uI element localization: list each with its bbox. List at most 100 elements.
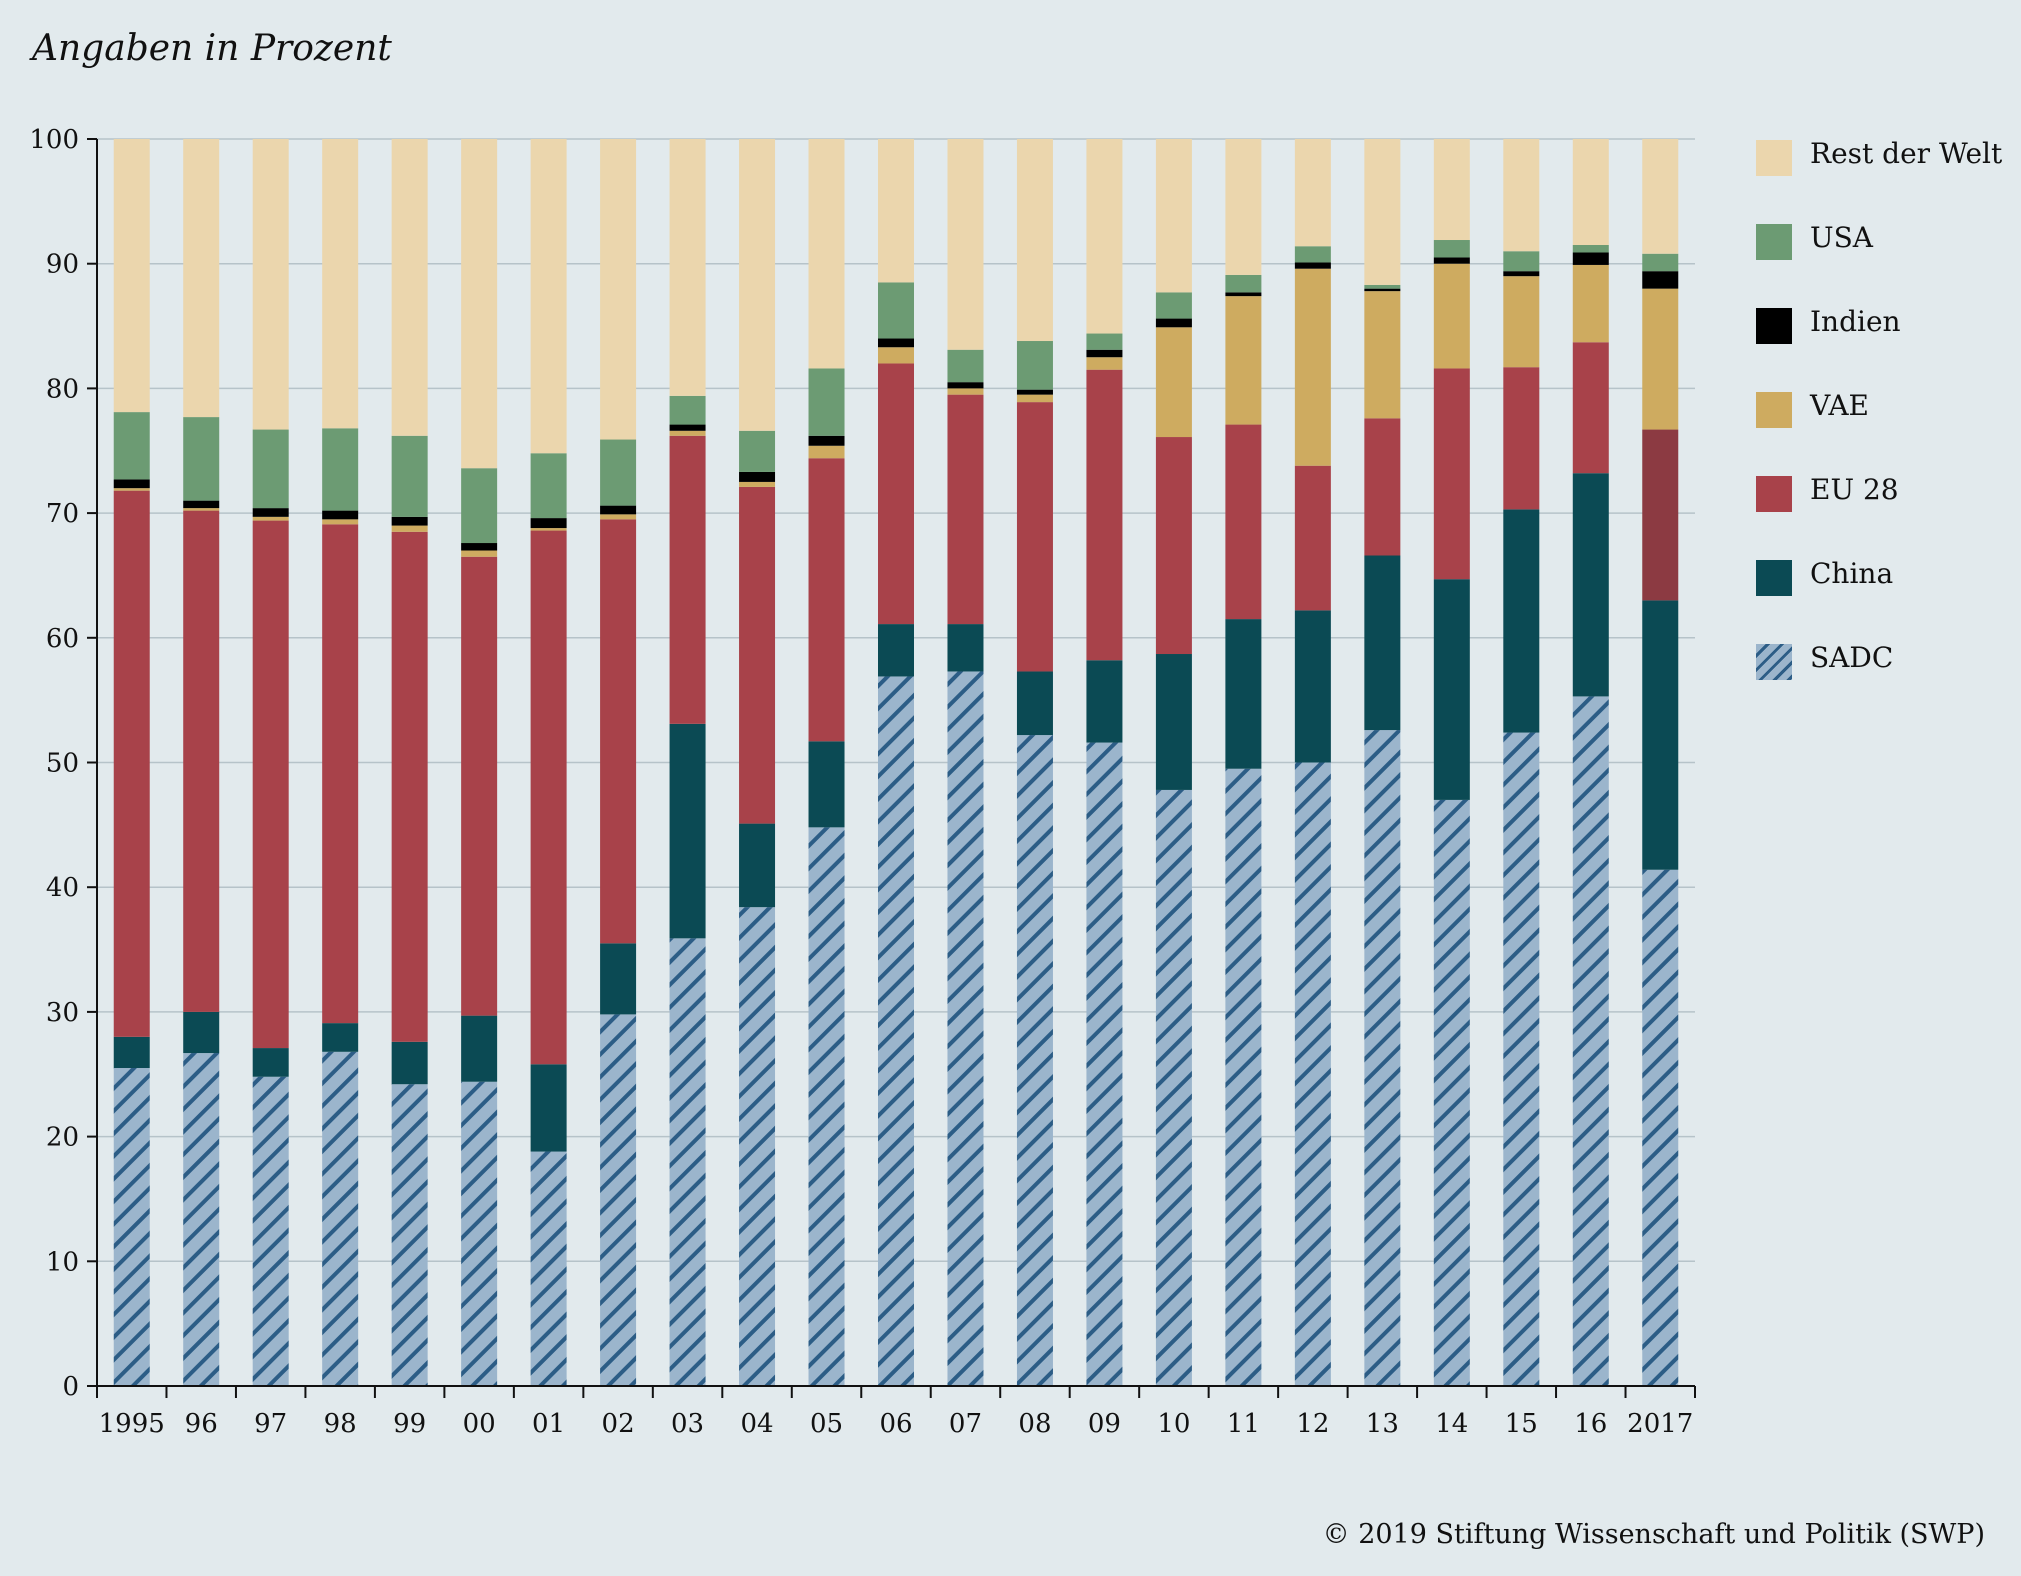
bar-segment-eu-28-10 — [1155, 437, 1192, 655]
x-tick-label: 11 — [1227, 1409, 1260, 1439]
y-tick-label: 100 — [29, 125, 79, 155]
bar-segment-sadc-96 — [183, 1053, 220, 1386]
bar-segment-rest-der-welt-1995 — [113, 139, 150, 413]
bar-segment-rest-der-welt-12 — [1294, 139, 1331, 247]
bar-segment-indien-16 — [1572, 252, 1609, 265]
bar-segment-eu-28-03 — [669, 435, 706, 724]
bar-segment-rest-der-welt-01 — [530, 139, 567, 454]
bar-segment-vae-04 — [739, 481, 776, 487]
bar-segment-vae-08 — [1016, 394, 1053, 403]
x-tick-label: 2017 — [1627, 1409, 1693, 1439]
bar-segment-indien-04 — [739, 471, 776, 482]
bar-segment-eu-28-11 — [1225, 424, 1262, 620]
bar-segment-eu-28-99 — [391, 531, 428, 1042]
bar-segment-vae-99 — [391, 525, 428, 532]
bar-segment-vae-10 — [1155, 327, 1192, 438]
bar-segment-rest-der-welt-16 — [1572, 139, 1609, 245]
legend-label-china: China — [1810, 557, 1894, 590]
bar-segment-eu-28-09 — [1086, 369, 1123, 661]
bar-segment-eu-28-06 — [878, 363, 914, 625]
bar-segment-usa-01 — [530, 453, 567, 519]
bar-segment-indien-03 — [669, 424, 706, 431]
bar-segment-china-14 — [1433, 579, 1470, 800]
y-tick-label: 90 — [46, 250, 79, 280]
bar-segment-eu-28-02 — [600, 519, 637, 944]
bar-segment-usa-07 — [947, 349, 984, 383]
copyright-note: © 2019 Stiftung Wissenschaft und Politik… — [1322, 1519, 1985, 1550]
bar-segment-sadc-2017 — [1642, 869, 1679, 1386]
bar-segment-sadc-98 — [322, 1051, 359, 1386]
bar-segment-rest-der-welt-05 — [808, 139, 845, 369]
bar-segment-indien-01 — [530, 518, 567, 529]
bar-segment-china-08 — [1016, 671, 1053, 736]
bar-segment-vae-1995 — [113, 488, 150, 491]
bar-segment-china-16 — [1572, 473, 1609, 697]
y-tick-label: 30 — [46, 998, 79, 1028]
bar-segment-sadc-01 — [530, 1151, 567, 1386]
bar-segment-indien-07 — [947, 382, 984, 389]
bar-segment-indien-98 — [322, 510, 359, 520]
bar-segment-sadc-00 — [461, 1081, 498, 1386]
x-tick-label: 13 — [1366, 1409, 1399, 1439]
y-tick-label: 20 — [46, 1123, 79, 1153]
bar-segment-indien-15 — [1503, 271, 1540, 277]
bar-segment-rest-der-welt-09 — [1086, 139, 1123, 334]
bar-segment-eu-28-14 — [1433, 368, 1470, 580]
bar-segment-sadc-05 — [808, 827, 845, 1386]
x-tick-label: 96 — [185, 1409, 218, 1439]
bar-segment-china-2017 — [1642, 600, 1679, 870]
x-tick-label: 14 — [1435, 1409, 1468, 1439]
bar-segment-rest-der-welt-13 — [1364, 139, 1401, 285]
bar-segment-rest-der-welt-96 — [183, 139, 220, 418]
bar-segment-rest-der-welt-11 — [1225, 139, 1262, 275]
bar-segment-usa-04 — [739, 430, 776, 472]
bar-segment-vae-03 — [669, 430, 706, 436]
bar-segment-china-99 — [391, 1041, 428, 1085]
bar-segment-eu-28-13 — [1364, 418, 1401, 556]
bar-segment-rest-der-welt-15 — [1503, 139, 1540, 252]
bar-segment-usa-1995 — [113, 412, 150, 480]
bar-segment-indien-99 — [391, 516, 428, 526]
bar-segment-china-10 — [1155, 654, 1192, 790]
bar-segment-eu-28-96 — [183, 510, 220, 1012]
bar-segment-eu-28-2017 — [1642, 429, 1679, 601]
bar-segment-vae-09 — [1086, 357, 1123, 370]
bar-segment-china-06 — [878, 624, 914, 677]
bar-segment-sadc-12 — [1294, 762, 1331, 1386]
bar-segment-sadc-99 — [391, 1084, 428, 1386]
x-tick-label: 16 — [1574, 1409, 1607, 1439]
x-tick-label: 97 — [254, 1409, 287, 1439]
y-tick-label: 80 — [46, 374, 79, 404]
bar-segment-china-00 — [461, 1015, 498, 1082]
bar-segment-rest-der-welt-03 — [669, 139, 706, 396]
bar-segment-vae-96 — [183, 508, 220, 511]
y-tick-label: 40 — [46, 873, 79, 903]
bar-segment-indien-02 — [600, 505, 637, 515]
bar-segment-eu-28-1995 — [113, 490, 150, 1037]
axes: 0 10 20 30 40 50 60 70 80 90 100 1995 96 97 98 99 00 01 02… — [29, 125, 1696, 1439]
bar-segment-usa-02 — [600, 439, 637, 506]
bar-segment-vae-15 — [1503, 276, 1540, 368]
bar-segment-rest-der-welt-08 — [1016, 139, 1053, 342]
bar-segment-vae-16 — [1572, 264, 1609, 343]
bar-segment-china-1995 — [113, 1036, 150, 1069]
bar-segment-sadc-03 — [669, 938, 706, 1386]
bar-segment-rest-der-welt-07 — [947, 139, 984, 350]
bar-segment-usa-12 — [1294, 246, 1331, 263]
bar-segment-eu-28-04 — [739, 486, 776, 824]
bar-segment-sadc-07 — [947, 671, 984, 1386]
legend-label-sadc: SADC — [1810, 641, 1894, 674]
bar-segment-sadc-97 — [252, 1076, 289, 1386]
bar-segment-vae-14 — [1433, 263, 1470, 369]
bar-segment-china-04 — [739, 823, 776, 908]
bar-segment-usa-11 — [1225, 274, 1262, 293]
bar-segment-usa-16 — [1572, 244, 1609, 253]
x-tick-label: 04 — [740, 1409, 773, 1439]
bar-segment-sadc-02 — [600, 1014, 637, 1386]
bar-segment-sadc-15 — [1503, 732, 1540, 1386]
bar-segment-rest-der-welt-04 — [739, 139, 776, 431]
bar-segment-eu-28-01 — [530, 530, 567, 1065]
bar-segment-vae-13 — [1364, 291, 1401, 419]
x-tick-label: 05 — [810, 1409, 843, 1439]
